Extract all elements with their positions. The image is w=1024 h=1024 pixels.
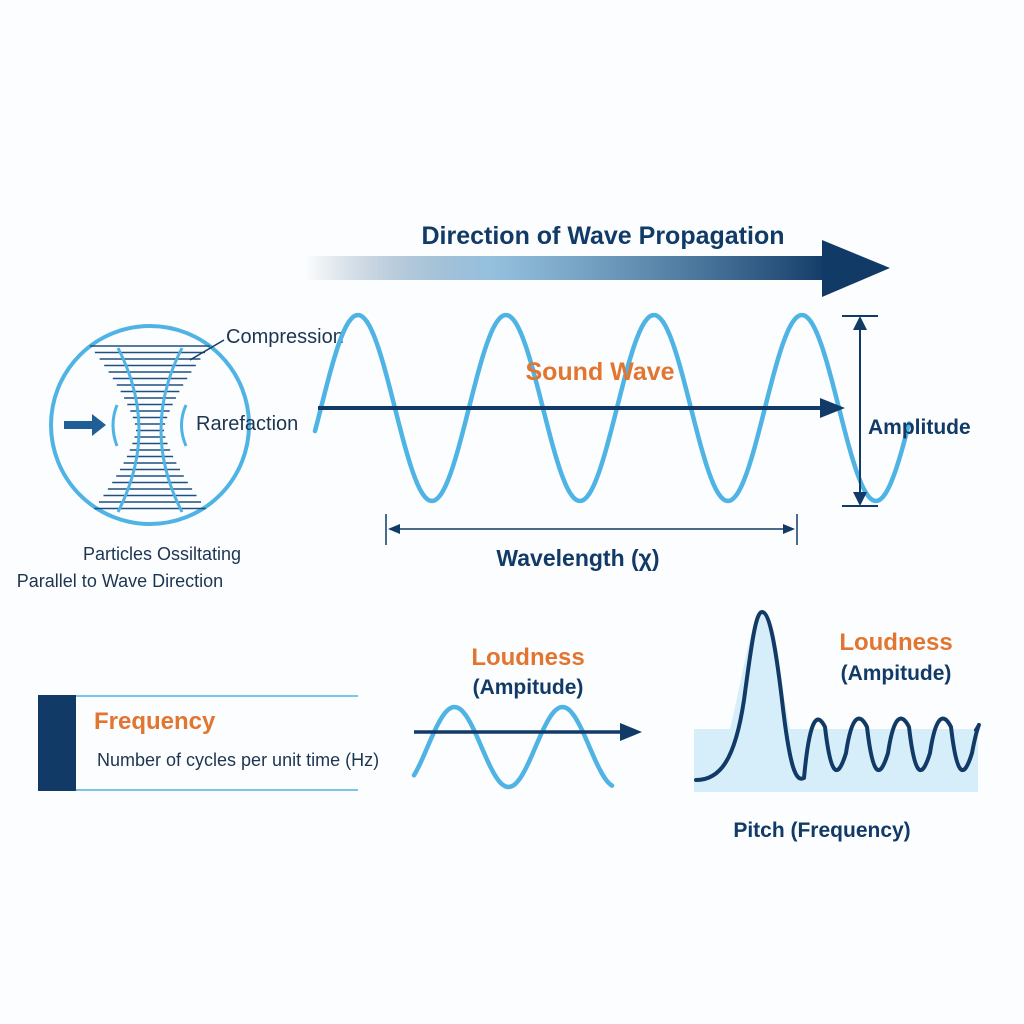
pitch-plot: Loudness (Ampitude) Pitch (Frequency) — [694, 610, 981, 842]
pitch-plot-title-line2: (Ampitude) — [841, 662, 952, 685]
pitch-waveform — [694, 610, 981, 782]
main-sine-wave — [312, 312, 912, 504]
compression-curve-left — [116, 347, 141, 513]
pitch-caption: Pitch (Frequency) — [733, 819, 910, 842]
compression-curve-right — [159, 347, 184, 513]
frequency-card: Frequency Number of cycles per unit time… — [38, 695, 379, 791]
compression-label: Compression — [226, 326, 344, 348]
frequency-card-accent — [38, 695, 76, 791]
wavelength-label: Wavelength (χ) — [496, 545, 659, 571]
particle-circle — [49, 324, 251, 526]
frequency-title: Frequency — [94, 708, 216, 735]
particles-caption-line2: Parallel to Wave Direction — [17, 571, 223, 591]
small-wave-title-line2: (Ampitude) — [473, 676, 584, 699]
propagation-arrow-shaft — [305, 256, 830, 280]
particle-panel: Compression Rarefaction Particles Ossilt… — [17, 324, 344, 591]
rarefaction-bracket-left — [111, 404, 119, 447]
small-sine-wave — [411, 704, 615, 790]
frequency-description: Number of cycles per unit time (Hz) — [97, 750, 379, 770]
particles-caption-line1: Particles Ossiltating — [83, 544, 241, 564]
rarefaction-label: Rarefaction — [196, 413, 298, 435]
particle-lines — [90, 345, 210, 510]
propagation-group: Direction of Wave Propagation — [305, 222, 890, 297]
pitch-plot-title-line1: Loudness — [839, 629, 952, 656]
small-wave-arrow-head — [620, 723, 642, 741]
pitch-pulse-fill — [730, 612, 790, 729]
amplitude-marker — [842, 315, 878, 507]
rarefaction-bracket-right — [180, 404, 188, 447]
sound-wave-title: Sound Wave — [525, 358, 674, 386]
particle-push-arrow — [64, 414, 106, 436]
wave-axis-arrow-head — [820, 398, 845, 418]
compression-pointer — [189, 339, 225, 361]
small-wave-panel: Loudness (Ampitude) — [411, 644, 642, 790]
wavelength-marker — [385, 514, 798, 545]
main-wave-panel: Sound Wave Amplitude Wavelength (χ) — [312, 312, 971, 571]
propagation-label: Direction of Wave Propagation — [421, 222, 784, 250]
small-wave-title-line1: Loudness — [471, 644, 584, 671]
propagation-arrow-head — [822, 240, 890, 297]
amplitude-label: Amplitude — [868, 416, 971, 439]
